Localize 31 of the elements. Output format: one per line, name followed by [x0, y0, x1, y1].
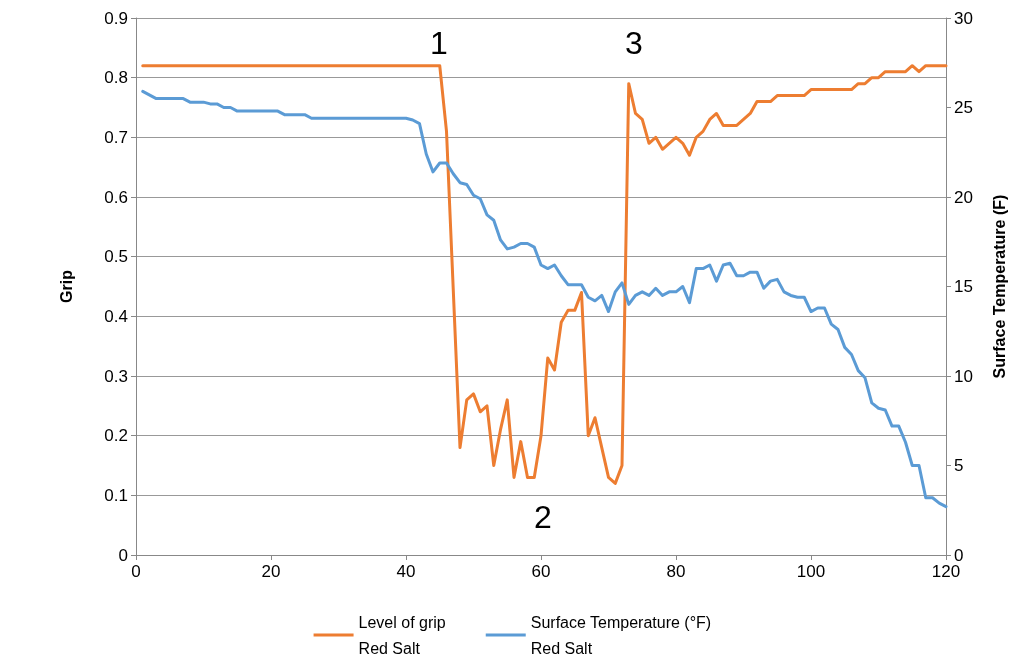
y2-tick-label: 15 — [954, 277, 973, 296]
x-tick-label: 120 — [931, 562, 961, 581]
y-tick-label: 0.3 — [104, 366, 128, 386]
legend-label: Surface Temperature (°F) Red Salt — [530, 613, 712, 657]
legend-label: Level of grip Red Salt — [358, 613, 446, 657]
x-tick-label: 60 — [531, 562, 551, 581]
y2-tick-label: 25 — [954, 98, 973, 117]
y-tick-label: 0 — [118, 545, 128, 565]
y2-tick-label: 10 — [954, 366, 973, 386]
y-tick-label: 0.1 — [104, 485, 128, 505]
annotation: 2 — [534, 499, 552, 535]
x-tick-label: 0 — [131, 562, 141, 581]
y2-tick-label: 30 — [954, 8, 973, 28]
y2-tick-label: 20 — [954, 187, 973, 207]
y2-axis-title: Surface Temperature (F) — [990, 194, 1008, 379]
x-tick-label: 80 — [666, 562, 686, 581]
y-tick-label: 0.2 — [104, 426, 128, 446]
y-tick-label: 0.4 — [104, 306, 128, 326]
x-tick-label: 20 — [261, 562, 281, 581]
y-tick-label: 0.5 — [104, 247, 128, 267]
y-axis-title: Grip — [57, 269, 75, 303]
y-tick-label: 0.6 — [104, 187, 128, 207]
y2-tick-label: 5 — [954, 456, 964, 475]
x-tick-label: 100 — [796, 562, 826, 581]
x-tick-label: 40 — [396, 562, 416, 581]
annotation: 1 — [430, 25, 448, 61]
annotation: 3 — [625, 25, 643, 61]
y-tick-label: 0.7 — [104, 127, 128, 147]
y-tick-label: 0.8 — [104, 68, 128, 88]
y2-tick-label: 0 — [954, 545, 964, 565]
y-tick-label: 0.9 — [104, 8, 128, 28]
